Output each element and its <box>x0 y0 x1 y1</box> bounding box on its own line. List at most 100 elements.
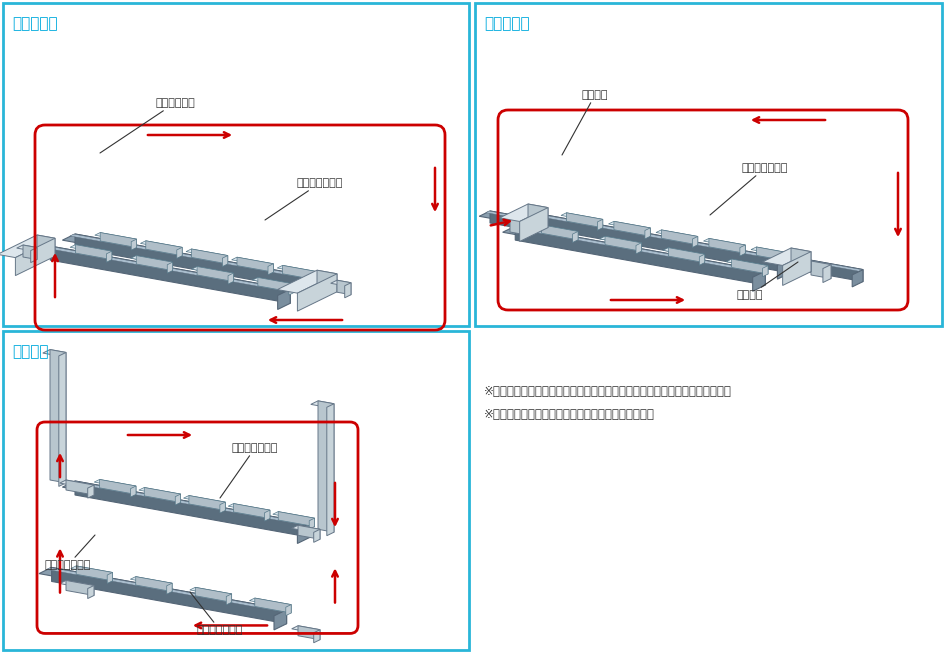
Polygon shape <box>222 255 228 266</box>
Text: リニアコンベア: リニアコンベア <box>265 178 343 220</box>
Polygon shape <box>107 572 113 584</box>
Polygon shape <box>699 254 705 265</box>
Text: リニアコンベア: リニアコンベア <box>220 443 278 498</box>
Polygon shape <box>23 245 37 259</box>
Polygon shape <box>732 259 768 274</box>
Polygon shape <box>536 225 578 234</box>
Polygon shape <box>17 245 37 251</box>
Polygon shape <box>95 232 137 241</box>
Polygon shape <box>614 221 651 236</box>
Polygon shape <box>66 580 94 595</box>
Polygon shape <box>0 235 55 257</box>
Polygon shape <box>191 249 228 264</box>
Polygon shape <box>268 264 274 275</box>
Polygon shape <box>66 480 94 495</box>
Polygon shape <box>100 232 137 247</box>
Polygon shape <box>50 246 291 303</box>
Polygon shape <box>264 510 270 521</box>
Polygon shape <box>791 248 811 272</box>
Polygon shape <box>87 485 94 498</box>
Polygon shape <box>131 255 173 265</box>
Polygon shape <box>656 230 698 239</box>
Polygon shape <box>60 580 94 588</box>
Polygon shape <box>668 247 705 263</box>
Polygon shape <box>167 262 173 273</box>
Polygon shape <box>167 583 172 594</box>
Polygon shape <box>100 480 136 494</box>
Polygon shape <box>645 228 651 239</box>
Polygon shape <box>70 234 314 279</box>
Polygon shape <box>709 238 746 253</box>
Polygon shape <box>542 225 578 240</box>
Polygon shape <box>190 588 232 597</box>
Polygon shape <box>314 272 319 283</box>
Polygon shape <box>318 401 334 532</box>
Polygon shape <box>43 349 66 356</box>
Text: 合流機構: 合流機構 <box>737 262 798 300</box>
Polygon shape <box>63 481 310 530</box>
Polygon shape <box>50 349 66 483</box>
Polygon shape <box>197 266 234 282</box>
Polygon shape <box>228 503 270 513</box>
Polygon shape <box>39 567 287 616</box>
Polygon shape <box>479 211 530 224</box>
Polygon shape <box>535 214 788 261</box>
Polygon shape <box>30 247 37 263</box>
Polygon shape <box>314 630 320 643</box>
Polygon shape <box>528 204 548 228</box>
Polygon shape <box>70 245 112 254</box>
Polygon shape <box>37 235 55 256</box>
Polygon shape <box>286 605 292 616</box>
Polygon shape <box>106 251 112 263</box>
Polygon shape <box>331 280 351 286</box>
Polygon shape <box>75 245 112 260</box>
Polygon shape <box>756 247 793 262</box>
Polygon shape <box>298 626 320 640</box>
Polygon shape <box>311 401 334 407</box>
Polygon shape <box>693 236 698 247</box>
FancyBboxPatch shape <box>475 3 942 326</box>
Polygon shape <box>752 271 766 291</box>
Polygon shape <box>75 234 315 291</box>
Text: ※循環に便利なモジュールをランナップしています。: ※循環に便利なモジュールをランナップしています。 <box>484 408 655 421</box>
Text: 縦循環例: 縦循環例 <box>12 344 48 359</box>
Polygon shape <box>75 481 310 538</box>
Text: 昇降型循環機構: 昇降型循環機構 <box>45 535 95 570</box>
Polygon shape <box>70 481 309 525</box>
Polygon shape <box>788 257 862 271</box>
Text: 水平循環例: 水平循環例 <box>12 16 58 31</box>
Polygon shape <box>278 511 314 526</box>
Polygon shape <box>219 502 225 513</box>
Polygon shape <box>131 239 137 250</box>
FancyBboxPatch shape <box>3 3 469 326</box>
Polygon shape <box>76 566 113 581</box>
Polygon shape <box>510 226 764 273</box>
Text: ※リターンユニット、循環機構はお客様で制作していただく必要があります。: ※リターンユニット、循環機構はお客様で制作していただく必要があります。 <box>484 385 732 398</box>
Polygon shape <box>314 529 320 542</box>
Polygon shape <box>47 568 285 612</box>
Polygon shape <box>520 208 548 241</box>
Polygon shape <box>793 257 863 282</box>
Polygon shape <box>510 218 530 236</box>
Polygon shape <box>232 257 274 266</box>
Polygon shape <box>609 221 651 230</box>
Polygon shape <box>782 257 863 275</box>
Text: リニアコンベア: リニアコンベア <box>710 163 788 215</box>
Polygon shape <box>46 246 289 291</box>
Polygon shape <box>257 278 294 292</box>
Text: ベルトコンベア: ベルトコンベア <box>190 592 243 635</box>
Polygon shape <box>763 248 811 265</box>
Text: 水平分岐例: 水平分岐例 <box>484 16 530 31</box>
Polygon shape <box>273 511 314 520</box>
Polygon shape <box>141 241 182 250</box>
Polygon shape <box>566 213 603 228</box>
Polygon shape <box>183 495 225 505</box>
Polygon shape <box>51 567 287 624</box>
Polygon shape <box>289 284 294 295</box>
Polygon shape <box>485 211 529 220</box>
Polygon shape <box>94 480 136 489</box>
Polygon shape <box>237 257 274 272</box>
Polygon shape <box>663 247 705 257</box>
Polygon shape <box>59 353 66 486</box>
Polygon shape <box>302 277 315 297</box>
